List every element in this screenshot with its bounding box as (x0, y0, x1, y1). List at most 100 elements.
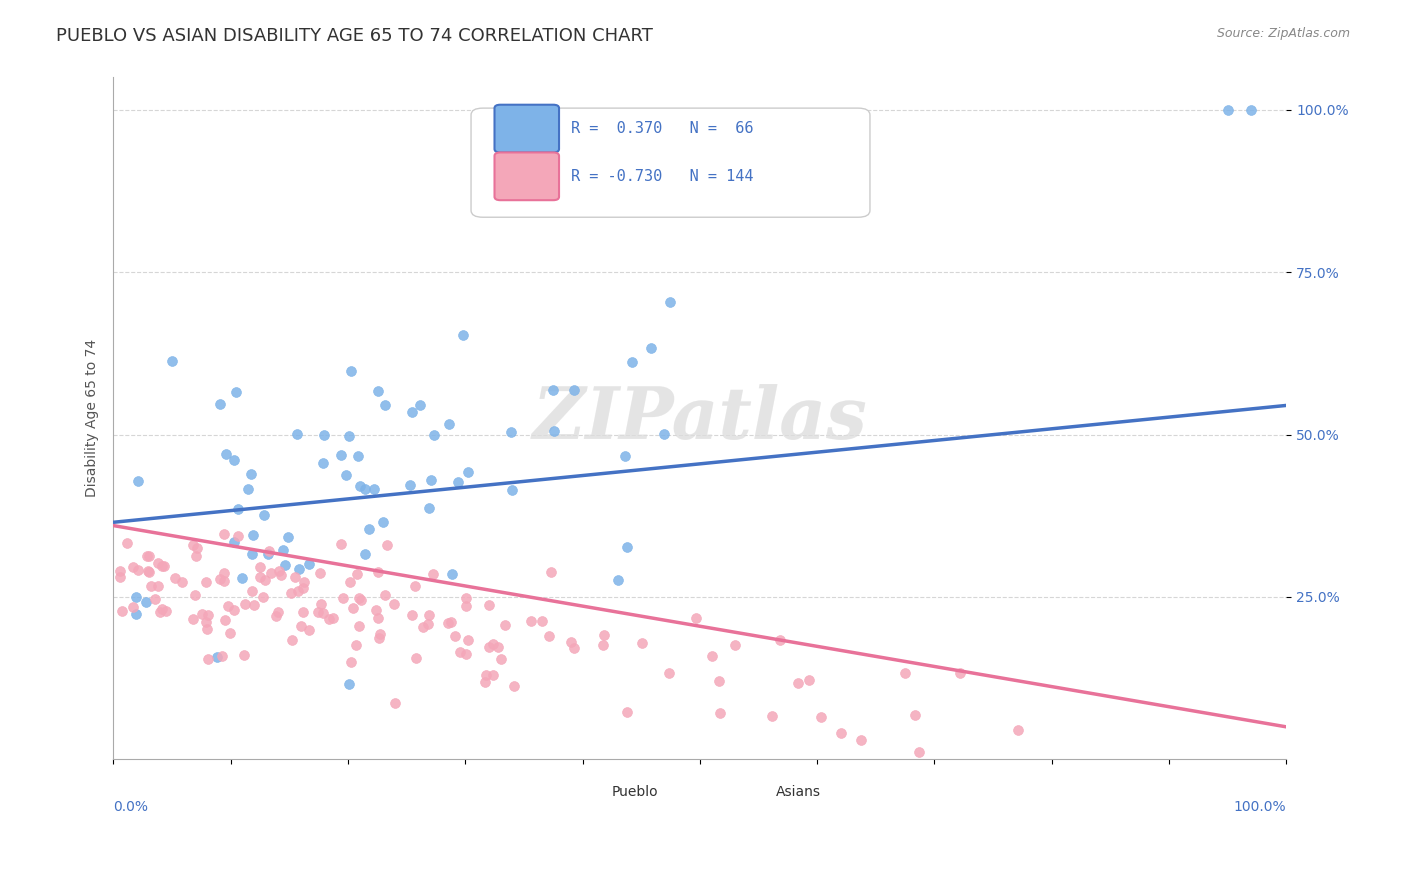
Point (503, 679, 526, 693)
Point (337, 677, 360, 691)
Point (1240, 103, 1263, 117)
Point (384, 696, 406, 710)
Point (224, 535, 246, 549)
Point (349, 478, 371, 492)
Point (312, 456, 335, 470)
Point (146, 556, 169, 570)
Point (478, 640, 501, 655)
Point (127, 563, 149, 577)
Point (222, 603, 245, 617)
Point (197, 652, 219, 666)
Point (274, 558, 297, 572)
Point (240, 584, 263, 599)
Point (181, 538, 204, 552)
Point (125, 607, 148, 622)
Point (253, 573, 276, 587)
Point (281, 633, 304, 648)
Point (233, 597, 256, 611)
Point (259, 566, 281, 580)
Point (267, 564, 290, 578)
Point (253, 508, 276, 523)
Point (810, 710, 832, 724)
Point (851, 732, 873, 747)
Point (242, 598, 264, 612)
Point (543, 424, 565, 438)
Point (153, 559, 176, 574)
Point (560, 634, 582, 648)
Point (224, 453, 246, 467)
Text: PUEBLO VS ASIAN DISABILITY AGE 65 TO 74 CORRELATION CHART: PUEBLO VS ASIAN DISABILITY AGE 65 TO 74 … (56, 27, 654, 45)
Point (401, 405, 423, 419)
Point (292, 575, 315, 590)
Point (440, 615, 463, 629)
Point (330, 448, 353, 462)
Point (197, 608, 219, 623)
Point (257, 547, 280, 561)
Point (298, 623, 321, 637)
Point (335, 468, 357, 483)
Point (139, 579, 162, 593)
Text: R = -0.730   N = 144: R = -0.730 N = 144 (571, 169, 754, 184)
Point (208, 572, 231, 586)
Point (700, 648, 723, 663)
Point (292, 605, 315, 619)
Text: ZIPatlas: ZIPatlas (533, 383, 868, 454)
Point (405, 650, 427, 665)
Point (364, 602, 387, 616)
Point (298, 557, 321, 571)
Point (340, 364, 363, 378)
Point (451, 327, 474, 342)
Point (443, 629, 465, 643)
Point (242, 528, 264, 542)
Point (499, 425, 522, 440)
Point (309, 566, 332, 580)
Point (420, 473, 443, 487)
Text: Asians: Asians (776, 785, 821, 799)
Point (181, 612, 204, 626)
Point (135, 595, 157, 609)
Point (398, 478, 420, 492)
Point (652, 427, 675, 442)
Point (212, 566, 235, 580)
Point (494, 617, 516, 632)
Point (339, 574, 361, 589)
Point (404, 578, 426, 592)
Point (219, 626, 242, 640)
Point (249, 560, 271, 574)
Point (127, 474, 149, 488)
Point (332, 591, 354, 605)
Point (150, 559, 173, 574)
FancyBboxPatch shape (555, 778, 598, 805)
Point (422, 567, 444, 582)
Point (233, 648, 256, 663)
Point (239, 467, 262, 481)
Point (226, 501, 249, 516)
Point (538, 629, 561, 643)
Point (125, 590, 148, 604)
Point (367, 565, 389, 579)
Point (620, 354, 643, 368)
Point (214, 447, 236, 461)
Point (270, 568, 292, 582)
Point (631, 636, 654, 650)
FancyBboxPatch shape (495, 153, 560, 200)
Point (231, 571, 253, 585)
Point (401, 607, 423, 622)
Point (357, 522, 380, 536)
Point (457, 632, 479, 647)
Point (287, 584, 309, 599)
Point (908, 745, 931, 759)
Point (186, 549, 208, 563)
Point (489, 651, 512, 665)
Point (416, 617, 439, 632)
Point (290, 619, 312, 633)
FancyBboxPatch shape (495, 104, 560, 153)
Point (194, 574, 217, 589)
Point (769, 633, 792, 648)
Point (486, 640, 509, 654)
Point (761, 709, 783, 723)
Point (347, 450, 370, 464)
Point (329, 537, 352, 551)
Point (564, 640, 586, 655)
Point (373, 515, 395, 529)
